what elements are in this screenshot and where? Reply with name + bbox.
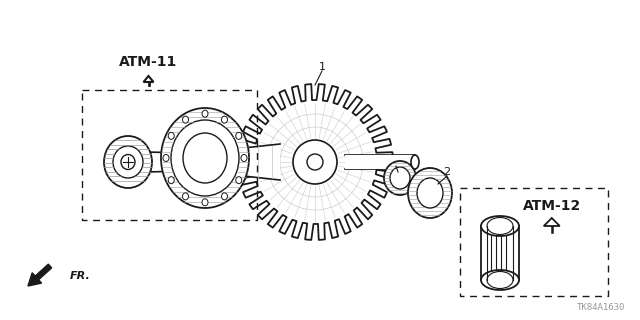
Ellipse shape [481,216,519,236]
Text: ATM-12: ATM-12 [523,199,581,213]
Circle shape [293,140,337,184]
Ellipse shape [183,133,227,183]
Ellipse shape [168,132,174,139]
Polygon shape [544,218,560,226]
Ellipse shape [411,155,419,169]
Ellipse shape [202,199,208,206]
Text: TK84A1630: TK84A1630 [577,303,625,312]
Ellipse shape [236,177,242,184]
Ellipse shape [202,110,208,117]
Ellipse shape [384,161,416,195]
Ellipse shape [163,155,169,162]
Ellipse shape [481,270,519,290]
Bar [460,188,608,296]
Ellipse shape [182,193,189,200]
Ellipse shape [236,132,242,139]
Text: ATM-11: ATM-11 [120,55,178,69]
Ellipse shape [390,167,410,189]
Polygon shape [345,155,415,169]
Polygon shape [143,76,154,82]
Ellipse shape [241,155,247,162]
Bar [481,226,519,281]
Ellipse shape [408,168,452,218]
Text: FR.: FR. [70,271,91,281]
Ellipse shape [171,120,239,196]
Ellipse shape [221,116,227,123]
Ellipse shape [161,108,249,208]
Ellipse shape [182,116,189,123]
Ellipse shape [168,177,174,184]
Ellipse shape [113,146,143,178]
Ellipse shape [417,178,443,208]
FancyArrow shape [28,264,52,286]
Text: 2: 2 [444,167,451,177]
Circle shape [307,154,323,170]
Bar [82,90,257,220]
Polygon shape [225,144,280,180]
Polygon shape [145,152,235,172]
Polygon shape [237,84,393,240]
Text: 1: 1 [319,62,326,72]
Text: 3: 3 [392,157,399,167]
Ellipse shape [121,155,135,170]
Ellipse shape [104,136,152,188]
Ellipse shape [221,193,227,200]
